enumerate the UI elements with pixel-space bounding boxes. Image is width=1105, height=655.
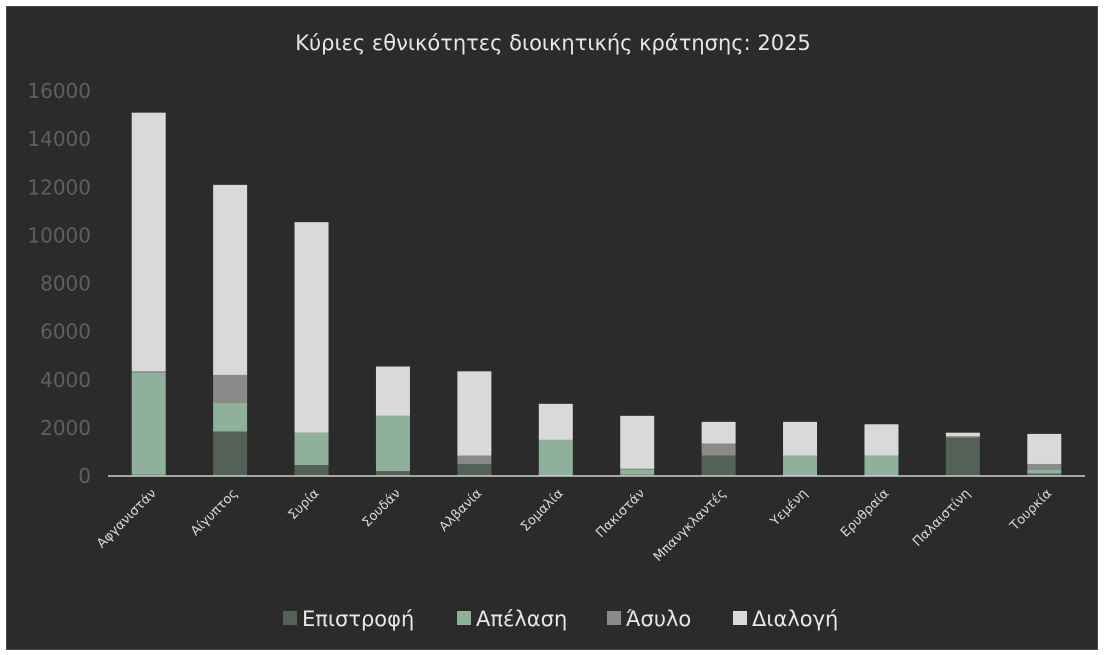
bar-segment (213, 402, 248, 432)
y-tick-label: 12000 (27, 175, 91, 199)
y-tick-label: 16000 (27, 79, 91, 103)
x-tick-label: Αλβανία (437, 486, 486, 535)
x-tick-label: Ερυθραία (838, 486, 892, 540)
bar-segment (864, 424, 899, 456)
bar-segment (701, 455, 736, 476)
bar-segment (457, 463, 492, 476)
x-tick-label: Συρία (286, 486, 323, 523)
bar-segment (864, 455, 899, 476)
bar-segment (213, 431, 248, 476)
y-axis: 0 2000 4000 6000 8000 10000 12000 14000 16000 (27, 79, 91, 488)
chart-frame: Κύριες εθνικότητες διοικητικής κράτησης:… (6, 6, 1098, 650)
x-tick-label: Σομαλία (518, 486, 567, 535)
x-tick-label: Αίγυπτος (188, 486, 241, 539)
bar-segment (783, 455, 818, 476)
x-tick-label: Μπανγκλαντές (651, 486, 730, 565)
bar-segment (131, 372, 166, 475)
chart-title: Κύριες εθνικότητες διοικητικής κράτησης:… (295, 31, 811, 55)
bar-segment (213, 184, 248, 375)
bar-segment (701, 421, 736, 444)
legend-swatch (607, 611, 621, 625)
x-tick-label: Παλαιστίνη (910, 486, 974, 550)
x-tick-label: Τουρκία (1007, 486, 1055, 534)
stacked-bar-chart: Κύριες εθνικότητες διοικητικής κράτησης:… (27, 31, 1085, 631)
bars (131, 112, 1062, 476)
bar-segment (375, 415, 410, 472)
legend-swatch (733, 611, 747, 625)
bar-segment (945, 437, 980, 476)
bar-segment (1027, 469, 1062, 474)
bar-segment (294, 465, 329, 476)
bar-segment (294, 222, 329, 433)
bar-segment (457, 371, 492, 456)
x-axis: Αφγανιστάν Αίγυπτος Συρία Σουδάν Αλβανία Σομα… (94, 486, 1055, 565)
bar-segment (620, 415, 655, 469)
y-tick-label: 4000 (40, 368, 91, 392)
bar-segment (375, 366, 410, 416)
legend-label: Διαλογή (752, 607, 838, 631)
bar-segment (294, 432, 329, 466)
legend-label: Επιστροφή (302, 607, 414, 631)
x-tick-label: Πακιστάν (593, 486, 648, 541)
bar-segment (457, 455, 492, 464)
legend-label: Απέλαση (476, 607, 567, 631)
x-tick-label: Υεμένη (767, 486, 811, 530)
bar-segment (131, 112, 166, 372)
bar-segment (620, 469, 655, 475)
y-tick-label: 10000 (27, 223, 91, 247)
y-tick-label: 14000 (27, 127, 91, 151)
bar-segment (701, 443, 736, 456)
bar-segment (131, 371, 166, 373)
bar-segment (538, 439, 573, 476)
legend-swatch (283, 611, 297, 625)
bar-segment (1027, 463, 1062, 470)
bar-segment (783, 421, 818, 456)
bar-segment (945, 436, 980, 438)
y-tick-label: 6000 (40, 320, 91, 344)
y-tick-label: 0 (78, 464, 91, 488)
bar-segment (538, 403, 573, 440)
bar-segment (375, 471, 410, 476)
bar-segment (945, 432, 980, 437)
legend: Επιστροφή Απέλαση Άσυλο Διαλογή (283, 607, 838, 631)
bar-segment (620, 468, 655, 470)
y-tick-label: 8000 (40, 272, 91, 296)
bar-segment (1027, 473, 1062, 476)
x-tick-label: Αφγανιστάν (94, 486, 159, 551)
legend-swatch (457, 611, 471, 625)
bar-segment (213, 374, 248, 403)
y-tick-label: 2000 (40, 416, 91, 440)
bar-segment (1027, 433, 1062, 464)
legend-label: Άσυλο (626, 607, 691, 631)
x-tick-label: Σουδάν (360, 486, 404, 530)
